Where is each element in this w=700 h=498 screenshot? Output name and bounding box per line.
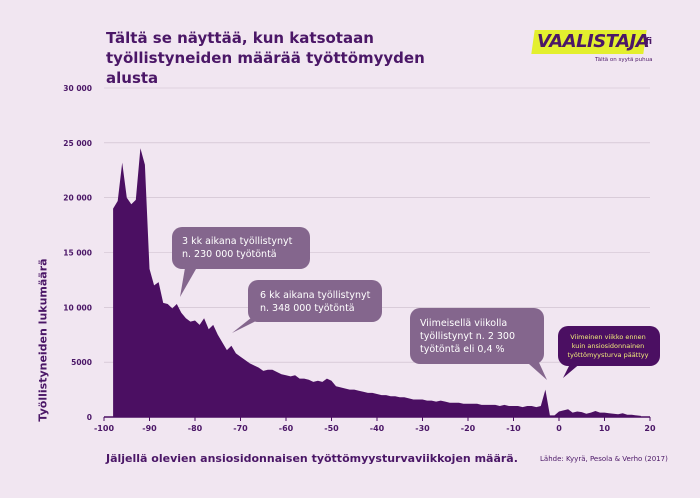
annotation-6kk-line1: 6 kk aikana työllistynyt xyxy=(260,290,371,301)
y-tick-label: 0 xyxy=(87,413,92,422)
x-tick-label: 20 xyxy=(644,424,656,433)
annotation-final-week-line1: Viimeinen viikko ennen xyxy=(570,333,646,341)
annotation-last-week-line3: työtöntä eli 0,4 % xyxy=(420,344,505,355)
x-tick-label: 0 xyxy=(556,424,562,433)
vaalistaja-logo[interactable]: VAALISTAJA .fi Tältä on syytä puhua xyxy=(531,28,653,68)
x-tick-label: -10 xyxy=(506,424,521,433)
x-tick-label: -20 xyxy=(461,424,476,433)
x-tick-label: -100 xyxy=(94,424,114,433)
annotation-3kk-line1: 3 kk aikana työllistynyt xyxy=(182,236,293,247)
annotation-6kk-line2: n. 348 000 työtöntä xyxy=(260,303,355,314)
x-tick-label: -90 xyxy=(142,424,157,433)
annotation-6kk: 6 kk aikana työllistynyt n. 348 000 työt… xyxy=(260,289,370,315)
x-tick-label: -50 xyxy=(324,424,339,433)
x-tick-label: -40 xyxy=(370,424,385,433)
source-note: Lähde: Kyyrä, Pesola & Verho (2017) xyxy=(540,455,668,463)
annotation-last-week: Viimeisellä viikolla työllistynyt n. 2 3… xyxy=(420,317,515,356)
x-tick-label: -60 xyxy=(279,424,294,433)
bubble-6kk xyxy=(248,280,382,322)
bubble-last-week-pointer xyxy=(520,356,547,380)
annotation-3kk-line2: n. 230 000 työtöntä xyxy=(182,249,277,260)
x-axis-label: Jäljellä olevien ansiosidonnaisen työttö… xyxy=(106,452,518,465)
logo-domain: .fi xyxy=(642,37,653,47)
y-tick-label: 10 000 xyxy=(63,303,92,312)
bubble-final-week xyxy=(558,326,660,366)
y-tick-label: 30 000 xyxy=(63,84,92,93)
annotation-final-week: Viimeinen viikko ennen kuin ansiosidonna… xyxy=(563,333,653,360)
annotation-final-week-line3: työttömyysturva päättyy xyxy=(567,351,649,359)
x-tick-label: 10 xyxy=(599,424,611,433)
annotation-last-week-line2: työllistynyt n. 2 300 xyxy=(420,331,516,342)
y-axis-label: Työllistyneiden lukumäärä xyxy=(36,258,50,422)
bubble-last-week xyxy=(410,308,544,364)
annotation-final-week-line2: kuin ansiosidonnainen xyxy=(571,342,645,350)
x-tick-label: -80 xyxy=(188,424,203,433)
x-tick-label: -30 xyxy=(415,424,430,433)
y-tick-label: 20 000 xyxy=(63,194,92,203)
chart-title: Tältä se näyttää, kun katsotaan työllist… xyxy=(106,29,425,87)
bubble-3kk xyxy=(172,227,310,269)
annotation-3kk: 3 kk aikana työllistynyt n. 230 000 työt… xyxy=(182,235,292,261)
y-tick-label: 25 000 xyxy=(63,139,92,148)
logo-wordmark: VAALISTAJA xyxy=(537,31,650,52)
y-tick-label: 5000 xyxy=(71,358,92,367)
bubble-3kk-pointer xyxy=(180,262,200,297)
annotation-last-week-line1: Viimeisellä viikolla xyxy=(420,318,508,329)
x-tick-label: -70 xyxy=(233,424,248,433)
y-tick-label: 15 000 xyxy=(63,249,92,258)
bubble-6kk-pointer xyxy=(232,314,270,333)
bubble-final-week-pointer xyxy=(563,360,582,378)
logo-tagline: Tältä on syytä puhua xyxy=(595,57,653,63)
area-series xyxy=(113,148,641,418)
